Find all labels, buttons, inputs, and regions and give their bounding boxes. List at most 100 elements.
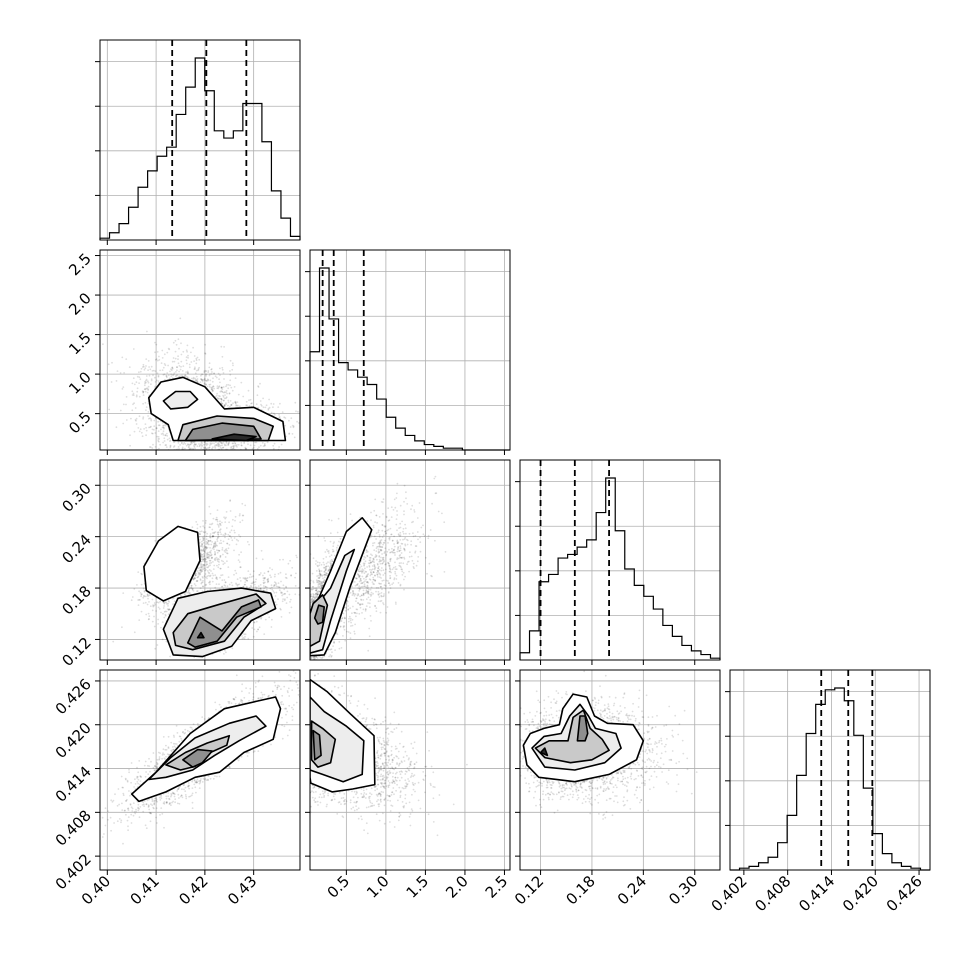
scatter-point (175, 371, 177, 373)
scatter-point (204, 551, 206, 554)
scatter-point (224, 533, 227, 536)
scatter-point (136, 375, 139, 378)
scatter-point (226, 392, 229, 395)
scatter-point (194, 584, 197, 587)
scatter-point (205, 583, 208, 586)
scatter-point (240, 381, 243, 384)
scatter-point (209, 554, 212, 557)
scatter-point (234, 400, 237, 403)
scatter-point (196, 445, 199, 448)
scatter-point (248, 586, 251, 589)
scatter-point (130, 417, 132, 420)
scatter-point (269, 587, 272, 590)
scatter-point (278, 416, 281, 419)
scatter-point (227, 547, 230, 550)
scatter-point (251, 582, 254, 585)
scatter-point (215, 577, 217, 580)
scatter-point (259, 587, 262, 590)
scatter-point (222, 372, 225, 374)
scatter-point (229, 510, 232, 512)
scatter-point (265, 404, 268, 407)
scatter-point (232, 442, 235, 445)
scatter-point (267, 407, 270, 410)
scatter-point (143, 428, 146, 430)
scatter-point (166, 372, 169, 374)
scatter-point (152, 369, 155, 372)
scatter-point (176, 366, 179, 369)
scatter-point (181, 370, 184, 372)
histogram (309, 250, 510, 451)
scatter-point (138, 590, 141, 593)
scatter-point (212, 568, 215, 570)
scatter-point (272, 590, 275, 593)
scatter-point (205, 380, 208, 382)
scatter-point (208, 505, 211, 508)
scatter-point (166, 376, 168, 379)
scatter-point (200, 441, 203, 443)
scatter-point (262, 577, 265, 579)
scatter-point (199, 444, 201, 447)
scatter-point (196, 356, 199, 359)
contour-level (162, 390, 199, 410)
scatter-point (220, 574, 223, 577)
scatter-point (206, 575, 209, 578)
scatter-point (249, 573, 252, 576)
scatter-point (253, 581, 256, 584)
scatter-point (229, 373, 232, 376)
scatter-point (121, 388, 124, 390)
scatter-point (209, 373, 211, 375)
scatter-point (188, 592, 191, 595)
scatter-point (235, 543, 238, 546)
scatter-point (222, 563, 225, 566)
scatter-point (186, 376, 189, 378)
scatter-point (145, 381, 147, 384)
scatter-point (194, 372, 197, 375)
scatter-point (172, 373, 175, 376)
scatter-point (194, 574, 197, 577)
scatter-point (196, 580, 198, 582)
scatter-point (216, 540, 219, 542)
scatter-point (149, 446, 152, 448)
scatter-point (219, 567, 222, 570)
scatter-point (199, 533, 201, 535)
scatter-point (203, 441, 206, 444)
scatter-point (179, 375, 182, 378)
scatter-point (267, 578, 269, 581)
scatter-point (220, 448, 223, 450)
scatter-point (195, 379, 198, 382)
scatter-point (164, 444, 167, 447)
scatter-point (164, 601, 167, 603)
scatter-point (225, 402, 227, 405)
scatter-point (240, 444, 243, 447)
scatter-point (222, 553, 224, 556)
scatter-point (266, 441, 269, 444)
scatter-point (179, 317, 182, 320)
scatter-point (165, 601, 168, 604)
scatter-point (298, 422, 300, 424)
scatter-point (201, 576, 204, 578)
scatter-point (238, 553, 241, 556)
scatter-point (217, 533, 220, 536)
scatter-point (151, 432, 153, 435)
scatter-point (291, 566, 294, 569)
scatter-point (162, 424, 165, 427)
scatter-point (125, 396, 128, 398)
scatter-point (147, 618, 150, 621)
scatter-point (190, 585, 193, 587)
scatter-point (214, 553, 216, 556)
scatter-point (209, 559, 212, 562)
scatter-point (156, 359, 159, 362)
scatter-point (247, 570, 250, 572)
scatter-point (273, 584, 276, 587)
scatter-point (133, 430, 136, 433)
scatter-point (263, 577, 266, 580)
scatter-point (264, 585, 267, 588)
scatter-point (125, 403, 127, 406)
scatter-point (254, 586, 257, 588)
scatter-point (133, 631, 136, 634)
scatter-point (178, 370, 181, 373)
scatter-point (238, 514, 241, 517)
scatter-point (139, 370, 142, 373)
scatter-point (219, 520, 221, 523)
scatter-point (153, 425, 156, 428)
